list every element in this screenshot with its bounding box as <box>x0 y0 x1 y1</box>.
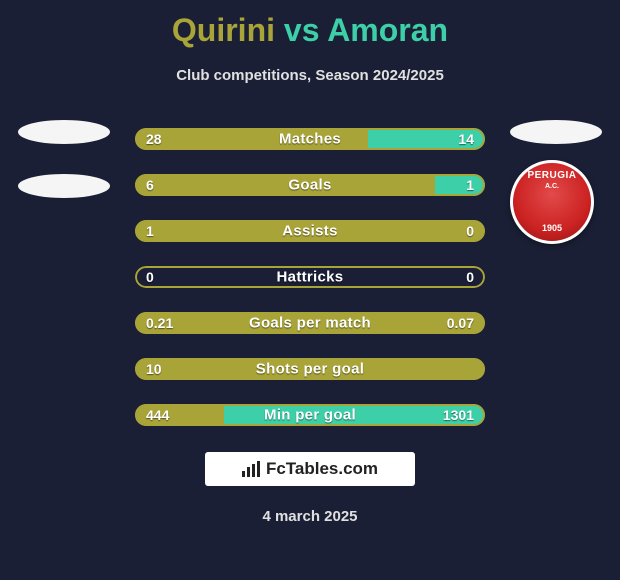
player1-name: Quirini <box>172 12 275 48</box>
stat-value-right: 0.07 <box>447 315 474 331</box>
footer-brand-logo: FcTables.com <box>205 452 415 486</box>
stat-row: Goals 6 1 <box>12 174 608 196</box>
stat-label: Matches <box>279 131 341 148</box>
footer-brand-text: FcTables.com <box>266 459 378 479</box>
player2-name: Amoran <box>327 12 448 48</box>
stat-label: Assists <box>282 223 337 240</box>
stat-value-right: 14 <box>458 131 474 147</box>
stat-value-left: 444 <box>146 407 169 423</box>
stat-value-right: 0 <box>466 269 474 285</box>
stat-row: Shots per goal 10 <box>12 358 608 380</box>
stat-label: Hattricks <box>277 269 344 286</box>
stat-value-left: 28 <box>146 131 162 147</box>
stat-bar-right <box>435 174 485 196</box>
stat-bar: Hattricks 0 0 <box>135 266 485 288</box>
stat-value-left: 6 <box>146 177 154 193</box>
stat-bar: Assists 1 0 <box>135 220 485 242</box>
subtitle: Club competitions, Season 2024/2025 <box>0 67 620 84</box>
stats-container: Matches2814Goals61Assists10Hattricks00Go… <box>0 128 620 426</box>
stat-label: Shots per goal <box>256 361 364 378</box>
stat-label: Min per goal <box>264 407 356 424</box>
stat-row: Assists 1 0 <box>12 220 608 242</box>
stat-value-right: 1 <box>466 177 474 193</box>
chart-icon <box>242 461 260 477</box>
stat-value-right: 0 <box>466 223 474 239</box>
stat-bar: Min per goal 444 1301 <box>135 404 485 426</box>
stat-label: Goals per match <box>249 315 371 332</box>
stat-bar: Shots per goal 10 <box>135 358 485 380</box>
stat-value-left: 1 <box>146 223 154 239</box>
stat-bar: Goals per match 0.21 0.07 <box>135 312 485 334</box>
title-vs: vs <box>284 12 320 48</box>
date-label: 4 march 2025 <box>0 508 620 525</box>
stat-row: Min per goal 444 1301 <box>12 404 608 426</box>
stat-value-right: 1301 <box>443 407 474 423</box>
stat-row: Goals per match 0.21 0.07 <box>12 312 608 334</box>
stat-row: Matches 28 14 <box>12 128 608 150</box>
stat-row: Hattricks 0 0 <box>12 266 608 288</box>
stat-value-left: 0 <box>146 269 154 285</box>
stat-bar-left <box>135 174 435 196</box>
stat-label: Goals <box>288 177 331 194</box>
comparison-title: Quirini vs Amoran <box>0 0 620 49</box>
stat-bar: Goals 6 1 <box>135 174 485 196</box>
stat-bar: Matches 28 14 <box>135 128 485 150</box>
stat-value-left: 10 <box>146 361 162 377</box>
stat-value-left: 0.21 <box>146 315 173 331</box>
